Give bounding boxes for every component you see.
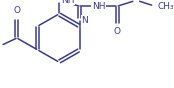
Text: NH: NH [92, 2, 105, 11]
Text: CH₃: CH₃ [157, 2, 174, 11]
Text: N: N [82, 16, 88, 25]
Text: O: O [13, 6, 20, 15]
Text: NH: NH [61, 0, 74, 5]
Text: O: O [114, 27, 121, 36]
